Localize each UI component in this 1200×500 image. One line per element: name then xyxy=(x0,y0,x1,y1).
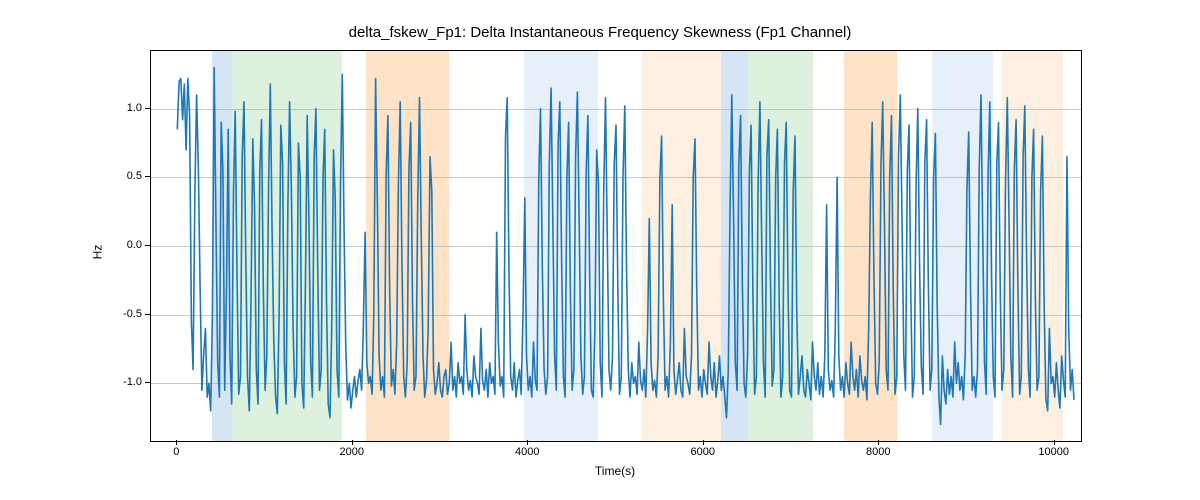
x-tick-mark xyxy=(703,440,704,445)
y-tick-mark xyxy=(145,108,150,109)
plot-area xyxy=(150,50,1082,442)
y-tick-mark xyxy=(145,314,150,315)
y-tick-mark xyxy=(145,245,150,246)
x-tick-label: 10000 xyxy=(1038,446,1069,458)
x-tick-mark xyxy=(1054,440,1055,445)
signal-line xyxy=(177,68,1074,425)
x-tick-mark xyxy=(527,440,528,445)
chart-title: delta_fskew_Fp1: Delta Instantaneous Fre… xyxy=(0,24,1200,41)
x-tick-label: 4000 xyxy=(515,446,539,458)
chart-container: delta_fskew_Fp1: Delta Instantaneous Fre… xyxy=(0,0,1200,500)
y-tick-mark xyxy=(145,176,150,177)
x-tick-label: 8000 xyxy=(866,446,890,458)
y-axis-label: Hz xyxy=(90,245,104,260)
x-tick-mark xyxy=(878,440,879,445)
y-tick-label: -1.0 xyxy=(123,376,142,388)
x-tick-label: 6000 xyxy=(690,446,714,458)
x-axis-label: Time(s) xyxy=(595,464,635,478)
y-tick-label: 1.0 xyxy=(127,102,142,114)
x-tick-mark xyxy=(176,440,177,445)
line-series xyxy=(151,51,1081,441)
x-tick-label: 2000 xyxy=(340,446,364,458)
x-tick-label: 0 xyxy=(173,446,179,458)
y-tick-label: 0.5 xyxy=(127,170,142,182)
y-tick-mark xyxy=(145,382,150,383)
y-tick-label: 0.0 xyxy=(127,239,142,251)
y-tick-label: -0.5 xyxy=(123,308,142,320)
x-tick-mark xyxy=(352,440,353,445)
